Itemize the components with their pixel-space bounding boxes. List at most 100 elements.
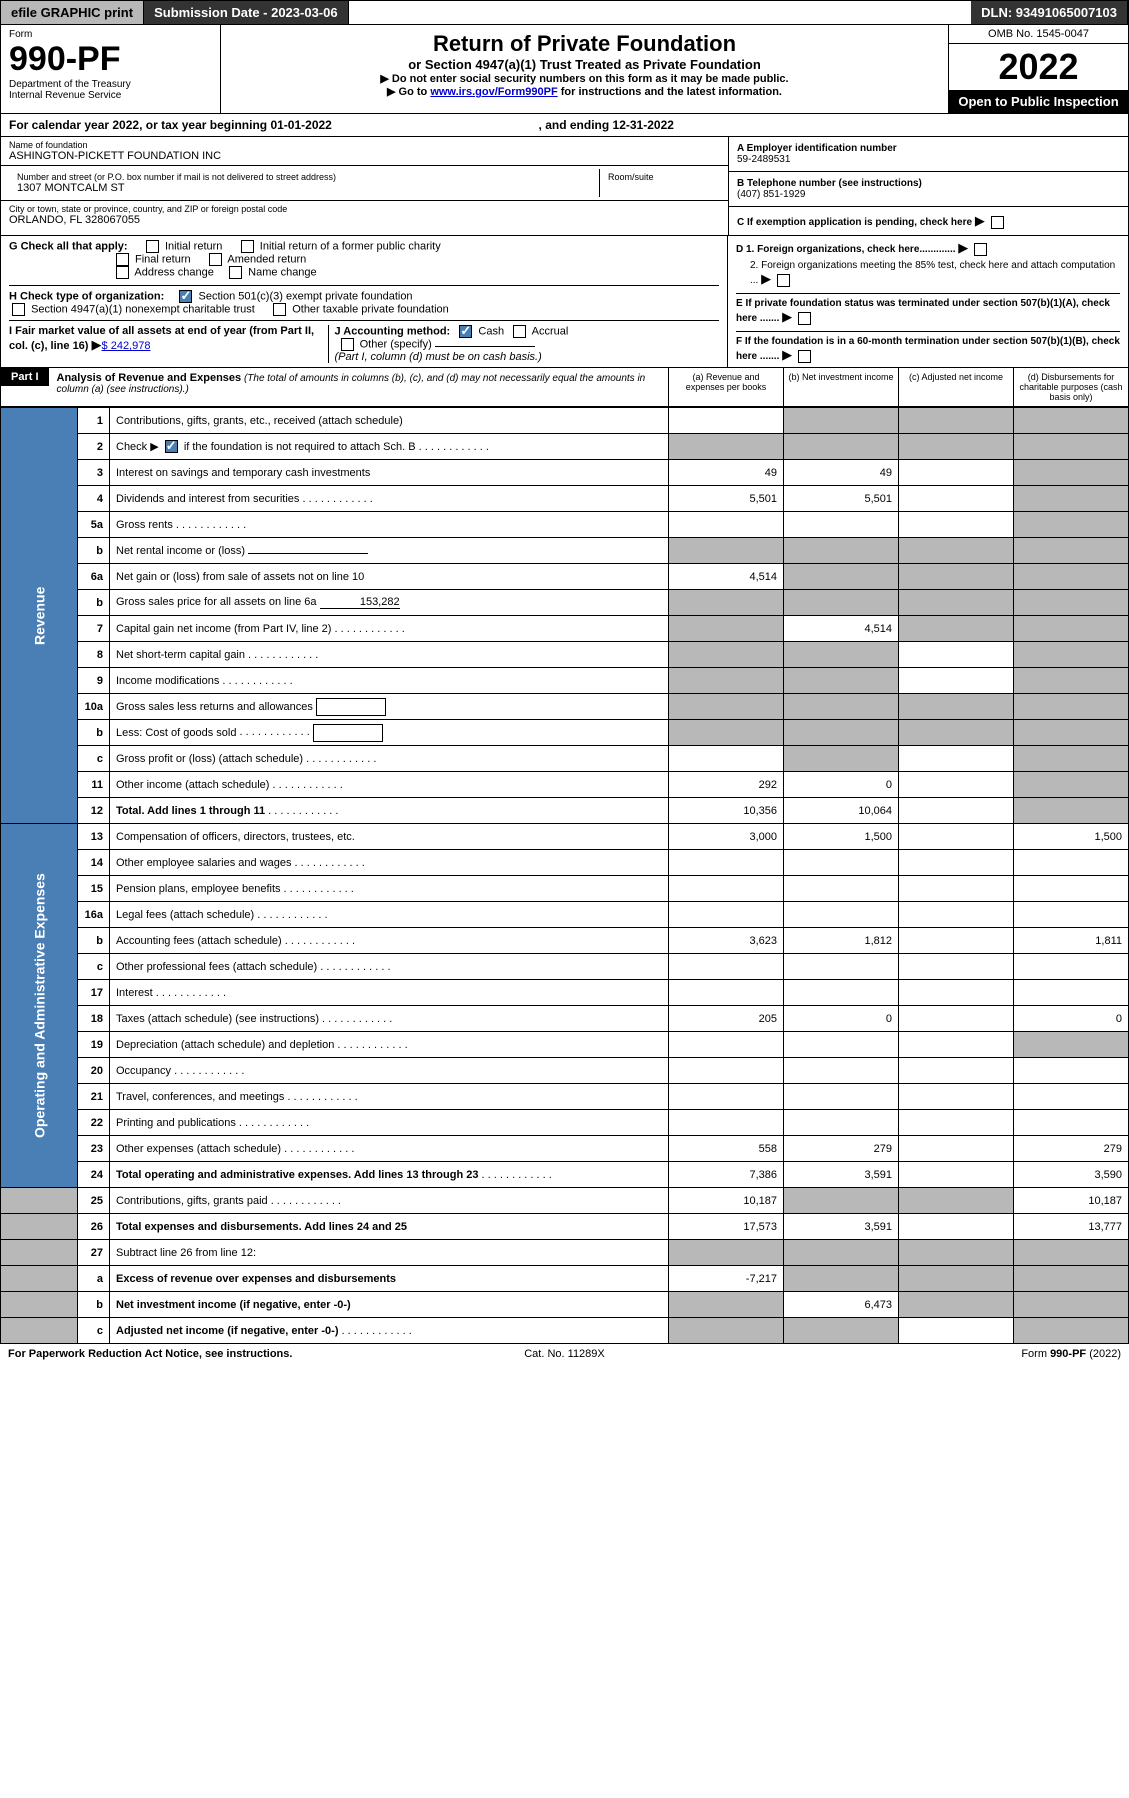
dln-label: DLN: 93491065007103: [971, 1, 1128, 24]
footer-left: For Paperwork Reduction Act Notice, see …: [8, 1348, 292, 1360]
top-bar: efile GRAPHIC print Submission Date - 20…: [0, 0, 1129, 25]
accrual-checkbox[interactable]: [513, 325, 526, 338]
table-row: cGross profit or (loss) (attach schedule…: [1, 746, 1129, 772]
table-row: 7Capital gain net income (from Part IV, …: [1, 616, 1129, 642]
table-row: 27Subtract line 26 from line 12:: [1, 1240, 1129, 1266]
calendar-year-row: For calendar year 2022, or tax year begi…: [0, 114, 1129, 137]
form-note-2: ▶ Go to www.irs.gov/Form990PF for instru…: [227, 85, 942, 98]
table-row: bNet rental income or (loss): [1, 538, 1129, 564]
table-row: 2Check ▶ if the foundation is not requir…: [1, 434, 1129, 460]
amended-return-checkbox[interactable]: [209, 253, 222, 266]
revenue-side-label: Revenue: [1, 408, 78, 824]
table-row: 26Total expenses and disbursements. Add …: [1, 1214, 1129, 1240]
section-d2-label: 2. Foreign organizations meeting the 85%…: [750, 260, 1115, 286]
section-g-label: G Check all that apply:: [9, 240, 128, 252]
form-number: 990-PF: [9, 40, 212, 79]
table-row: 24Total operating and administrative exp…: [1, 1162, 1129, 1188]
section-h-label: H Check type of organization:: [9, 290, 164, 302]
section-c-checkbox[interactable]: [991, 216, 1004, 229]
section-i-label: I Fair market value of all assets at end…: [9, 325, 314, 352]
table-row: 17Interest: [1, 980, 1129, 1006]
table-row: 15Pension plans, employee benefits: [1, 876, 1129, 902]
address-label: Number and street (or P.O. box number if…: [17, 172, 591, 182]
phone-label: B Telephone number (see instructions): [737, 178, 922, 189]
section-f-label: F If the foundation is in a 60-month ter…: [736, 336, 1120, 362]
d2-checkbox[interactable]: [777, 274, 790, 287]
table-row: 12Total. Add lines 1 through 1110,35610,…: [1, 798, 1129, 824]
dept-label: Department of the Treasury: [9, 79, 212, 90]
expenses-side-label: Operating and Administrative Expenses: [1, 824, 78, 1188]
table-row: 20Occupancy: [1, 1058, 1129, 1084]
initial-return-checkbox[interactable]: [146, 240, 159, 253]
city-value: ORLANDO, FL 328067055: [9, 214, 720, 226]
foundation-name: ASHINGTON-PICKETT FOUNDATION INC: [9, 150, 720, 162]
table-row: aExcess of revenue over expenses and dis…: [1, 1266, 1129, 1292]
table-row: bNet investment income (if negative, ent…: [1, 1292, 1129, 1318]
table-row: 25Contributions, gifts, grants paid10,18…: [1, 1188, 1129, 1214]
table-row: 18Taxes (attach schedule) (see instructi…: [1, 1006, 1129, 1032]
phone-value: (407) 851-1929: [737, 189, 805, 200]
table-row: Revenue 1Contributions, gifts, grants, e…: [1, 408, 1129, 434]
footer-center: Cat. No. 11289X: [379, 1348, 750, 1360]
table-row: bLess: Cost of goods sold: [1, 720, 1129, 746]
col-d-header: (d) Disbursements for charitable purpose…: [1013, 368, 1128, 406]
e-checkbox[interactable]: [798, 312, 811, 325]
ein-value: 59-2489531: [737, 154, 790, 165]
table-row: 14Other employee salaries and wages: [1, 850, 1129, 876]
col-b-header: (b) Net investment income: [783, 368, 898, 406]
table-row: 11Other income (attach schedule)2920: [1, 772, 1129, 798]
col-a-header: (a) Revenue and expenses per books: [668, 368, 783, 406]
table-row: 10aGross sales less returns and allowanc…: [1, 694, 1129, 720]
table-row: cOther professional fees (attach schedul…: [1, 954, 1129, 980]
section-c-label: C If exemption application is pending, c…: [737, 217, 972, 228]
room-label: Room/suite: [608, 172, 712, 182]
irs-label: Internal Revenue Service: [9, 90, 212, 101]
form-title: Return of Private Foundation: [227, 31, 942, 57]
tax-year: 2022: [949, 44, 1128, 90]
cash-checkbox[interactable]: [459, 325, 472, 338]
sch-b-checkbox[interactable]: [165, 440, 178, 453]
form-header: Form 990-PF Department of the Treasury I…: [0, 25, 1129, 114]
table-row: 16aLegal fees (attach schedule): [1, 902, 1129, 928]
address-change-checkbox[interactable]: [116, 266, 129, 279]
4947-checkbox[interactable]: [12, 303, 25, 316]
efile-print-button[interactable]: efile GRAPHIC print: [1, 1, 144, 24]
checks-section: G Check all that apply: Initial return I…: [0, 236, 1129, 368]
form-note-1: ▶ Do not enter social security numbers o…: [227, 72, 942, 85]
other-method-checkbox[interactable]: [341, 338, 354, 351]
table-row: 19Depreciation (attach schedule) and dep…: [1, 1032, 1129, 1058]
table-row: 22Printing and publications: [1, 1110, 1129, 1136]
form-label: Form: [9, 29, 212, 40]
table-row: 21Travel, conferences, and meetings: [1, 1084, 1129, 1110]
part1-table: Revenue 1Contributions, gifts, grants, e…: [0, 407, 1129, 1344]
omb-number: OMB No. 1545-0047: [949, 25, 1128, 44]
identification-block: Name of foundation ASHINGTON-PICKETT FOU…: [0, 137, 1129, 236]
table-row: 23Other expenses (attach schedule)558279…: [1, 1136, 1129, 1162]
d1-checkbox[interactable]: [974, 243, 987, 256]
table-row: 5aGross rents: [1, 512, 1129, 538]
table-row: Operating and Administrative Expenses 13…: [1, 824, 1129, 850]
part1-title: Analysis of Revenue and Expenses: [57, 372, 242, 384]
instructions-link[interactable]: www.irs.gov/Form990PF: [430, 86, 557, 98]
initial-return-former-checkbox[interactable]: [241, 240, 254, 253]
fmv-value-link[interactable]: $ 242,978: [102, 340, 151, 352]
table-row: 4Dividends and interest from securities5…: [1, 486, 1129, 512]
table-row: bGross sales price for all assets on lin…: [1, 590, 1129, 616]
page-footer: For Paperwork Reduction Act Notice, see …: [0, 1344, 1129, 1364]
final-return-checkbox[interactable]: [116, 253, 129, 266]
f-checkbox[interactable]: [798, 350, 811, 363]
ein-label: A Employer identification number: [737, 143, 897, 154]
form-subtitle: or Section 4947(a)(1) Trust Treated as P…: [227, 57, 942, 72]
col-c-header: (c) Adjusted net income: [898, 368, 1013, 406]
part1-header-row: Part I Analysis of Revenue and Expenses …: [0, 368, 1129, 407]
city-label: City or town, state or province, country…: [9, 204, 720, 214]
name-change-checkbox[interactable]: [229, 266, 242, 279]
other-taxable-checkbox[interactable]: [273, 303, 286, 316]
section-d1-label: D 1. Foreign organizations, check here..…: [736, 244, 956, 255]
501c3-checkbox[interactable]: [179, 290, 192, 303]
table-row: 8Net short-term capital gain: [1, 642, 1129, 668]
foundation-name-label: Name of foundation: [9, 140, 720, 150]
table-row: bAccounting fees (attach schedule)3,6231…: [1, 928, 1129, 954]
submission-date-label: Submission Date - 2023-03-06: [144, 1, 349, 24]
table-row: cAdjusted net income (if negative, enter…: [1, 1318, 1129, 1344]
